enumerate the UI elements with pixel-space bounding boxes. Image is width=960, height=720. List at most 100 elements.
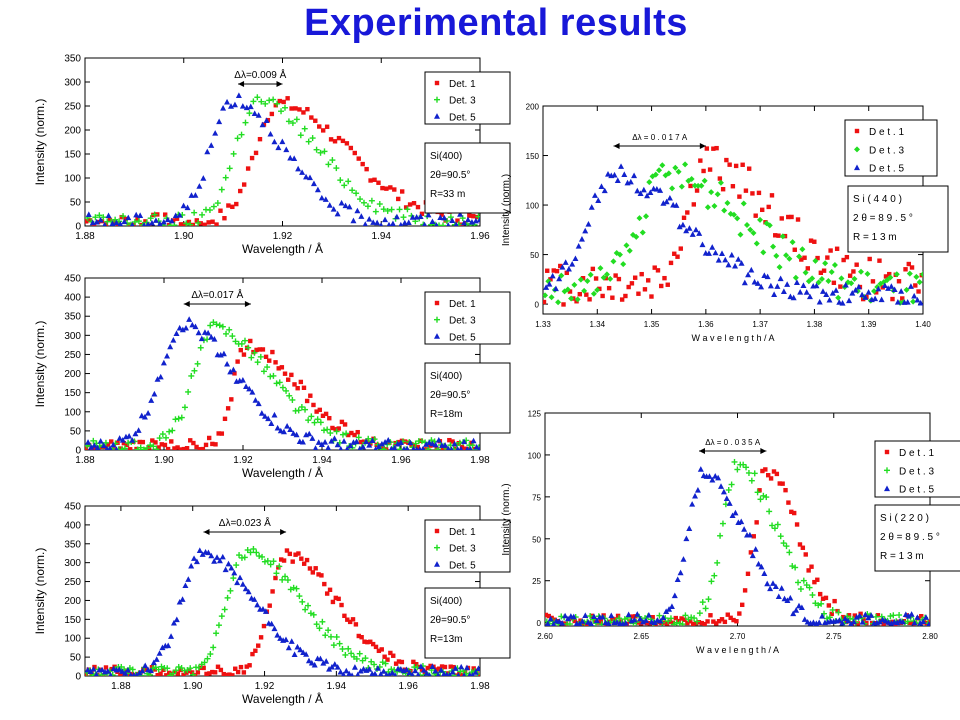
x-tick-label: 2.60: [537, 632, 553, 641]
data-point: [219, 553, 226, 560]
data-point: [121, 218, 128, 225]
data-point: [659, 162, 666, 169]
x-tick-label: 1.90: [183, 681, 203, 692]
data-point: [579, 618, 586, 624]
info-line: R=13m: [430, 634, 463, 645]
data-point: [859, 619, 866, 625]
data-point: [348, 145, 354, 151]
data-point: [771, 291, 778, 298]
data-point: [150, 443, 157, 450]
data-point: [380, 206, 387, 213]
data-point: [418, 438, 425, 445]
data-point: [310, 570, 316, 575]
data-point: [906, 261, 911, 267]
data-point: [252, 397, 259, 403]
x-tick-label: 1.40: [915, 320, 931, 329]
data-point: [711, 146, 716, 151]
data-point: [379, 647, 384, 652]
data-point: [304, 557, 310, 563]
data-point: [279, 365, 285, 370]
data-point: [340, 438, 347, 444]
data-point: [153, 446, 160, 450]
data-point: [141, 666, 146, 672]
data-point: [269, 111, 275, 117]
data-point: [214, 200, 221, 207]
data-point: [706, 473, 713, 479]
data-point: [568, 295, 575, 302]
data-point: [708, 578, 715, 585]
data-point: [215, 622, 222, 629]
data-point: [357, 196, 364, 203]
data-point: [818, 270, 824, 275]
data-point: [314, 409, 319, 414]
data-point: [456, 672, 461, 676]
data-point: [686, 225, 693, 231]
data-point: [381, 446, 388, 450]
data-point: [291, 651, 298, 658]
data-point: [339, 602, 344, 608]
data-point: [914, 614, 921, 620]
data-point: [459, 444, 465, 450]
data-point: [668, 260, 674, 266]
data-point: [349, 187, 356, 194]
data-point: [676, 618, 681, 624]
data-point: [730, 184, 736, 189]
data-point: [825, 255, 830, 260]
data-point: [188, 438, 193, 443]
delta-lambda-arrow: [699, 448, 767, 454]
data-point: [841, 257, 846, 263]
data-point: [401, 219, 408, 226]
data-point: [134, 446, 141, 450]
data-point: [412, 667, 419, 674]
data-point: [384, 207, 391, 214]
data-point: [593, 276, 599, 281]
data-point: [368, 639, 373, 644]
legend-entry: Det. 5: [449, 560, 476, 571]
data-point: [692, 226, 699, 233]
data-point: [195, 220, 202, 226]
info-line: R=33 m: [430, 189, 465, 200]
data-point: [298, 379, 304, 385]
data-point: [797, 586, 804, 593]
delta-lambda-label: Δλ=0.023 Å: [219, 516, 271, 529]
data-point: [899, 618, 906, 625]
data-point: [166, 222, 172, 226]
data-point: [838, 284, 843, 289]
data-point: [752, 546, 759, 552]
data-point: [702, 605, 709, 612]
data-point: [288, 638, 295, 644]
data-point: [195, 670, 201, 675]
x-tick-label: 1.88: [75, 231, 95, 242]
data-point: [326, 202, 333, 208]
data-point: [214, 222, 219, 226]
data-point: [890, 296, 895, 302]
data-point: [836, 617, 843, 623]
data-point: [274, 632, 281, 638]
data-point: [390, 220, 396, 226]
data-point: [561, 302, 566, 307]
data-point: [694, 487, 701, 493]
data-point: [575, 243, 582, 249]
data-point: [327, 587, 333, 593]
data-point: [623, 293, 628, 299]
plot-area: [543, 145, 923, 307]
data-point: [275, 144, 282, 151]
data-point: [783, 487, 788, 493]
data-point: [719, 250, 726, 257]
data-point: [594, 287, 601, 294]
data-point: [116, 435, 123, 441]
data-point: [311, 402, 316, 408]
data-point: [551, 268, 556, 273]
x-tick-label: 1.33: [535, 320, 551, 329]
plot-frame: [84, 277, 481, 451]
data-point: [254, 601, 261, 608]
data-point: [696, 610, 703, 617]
data-point: [591, 192, 598, 198]
data-point: [564, 270, 569, 276]
data-point: [266, 97, 273, 104]
data-point: [610, 295, 615, 300]
data-point: [249, 389, 256, 395]
data-point: [562, 612, 569, 619]
data-point: [870, 279, 876, 284]
data-point: [905, 613, 912, 619]
